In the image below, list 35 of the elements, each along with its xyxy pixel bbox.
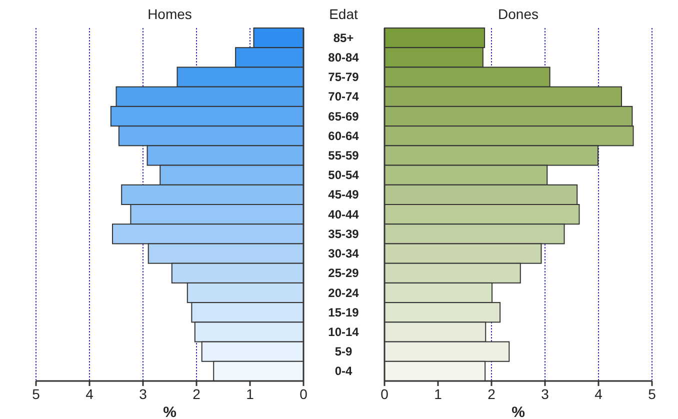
y-tick-label: 5-9 [334, 344, 352, 359]
x-tick-label: 5 [648, 386, 656, 402]
x-axis-title: % [512, 404, 525, 419]
y-tick-label: 45-49 [328, 188, 360, 202]
y-tick-label: 50-54 [328, 168, 360, 182]
x-tick-label: 1 [246, 386, 254, 402]
x-tick-label: 2 [488, 386, 496, 402]
y-tick-label: 60-64 [328, 128, 360, 143]
y-tick-label: 25-29 [328, 266, 360, 280]
y-tick-label: 65-69 [328, 109, 360, 124]
y-axis-title: Edat [329, 6, 358, 22]
y-tick-label: 70-74 [328, 90, 360, 104]
x-axis-title: % [163, 404, 176, 419]
x-tick-label: 4 [594, 386, 603, 402]
y-tick-label: 40-44 [328, 207, 360, 222]
y-tick-label: 20-24 [328, 286, 360, 300]
x-tick-label: 0 [380, 386, 389, 402]
y-tick-label: 85+ [333, 30, 354, 45]
chart-title: Homes [148, 6, 192, 22]
y-tick-label: 10-14 [328, 324, 360, 339]
y-tick-label: 55-59 [328, 148, 360, 162]
x-tick-label: 0 [300, 386, 308, 402]
x-tick-label: 3 [139, 386, 148, 402]
x-tick-label: 3 [541, 386, 550, 402]
x-tick-label: 4 [86, 386, 94, 402]
y-tick-label: 80-84 [328, 50, 360, 64]
y-tick-label: 30-34 [328, 246, 360, 261]
chart-title: Dones [498, 6, 538, 22]
x-tick-label: 1 [434, 386, 442, 402]
y-tick-label: 75-79 [328, 70, 360, 84]
y-tick-label: 15-19 [328, 305, 360, 320]
x-tick-label: 5 [32, 386, 40, 402]
y-tick-label: 35-39 [328, 226, 360, 241]
y-tick-label: 0-4 [334, 364, 352, 378]
x-tick-label: 2 [192, 386, 201, 402]
